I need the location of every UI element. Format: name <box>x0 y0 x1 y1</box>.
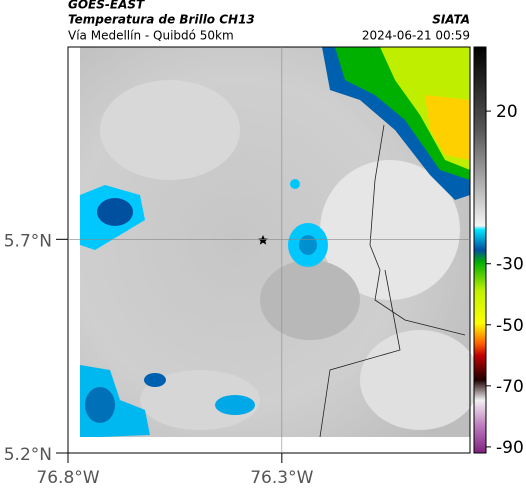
location-star <box>257 235 268 245</box>
subtitle: Temperatura de Brillo CH13 <box>68 13 255 27</box>
colorbar-label: -50 <box>496 316 524 336</box>
map-imagery <box>67 46 480 454</box>
title: GOES-EAST <box>68 0 145 12</box>
lat-label: 5.2°N <box>4 445 52 465</box>
lon-label: 76.3°W <box>250 468 313 488</box>
colorbar-label: -90 <box>496 438 524 458</box>
colorbar-label: 20 <box>496 102 518 122</box>
region: Vía Medellín - Quibdó 50km <box>68 29 234 43</box>
colorbar-label: -30 <box>496 255 524 275</box>
source: SIATA <box>432 13 470 27</box>
colorbar-label: -70 <box>496 377 524 397</box>
datetime: 2024-06-21 00:59 <box>362 29 470 43</box>
lat-label: 5.7°N <box>4 231 52 251</box>
colorbar <box>473 46 487 454</box>
lon-label: 76.8°W <box>36 468 99 488</box>
